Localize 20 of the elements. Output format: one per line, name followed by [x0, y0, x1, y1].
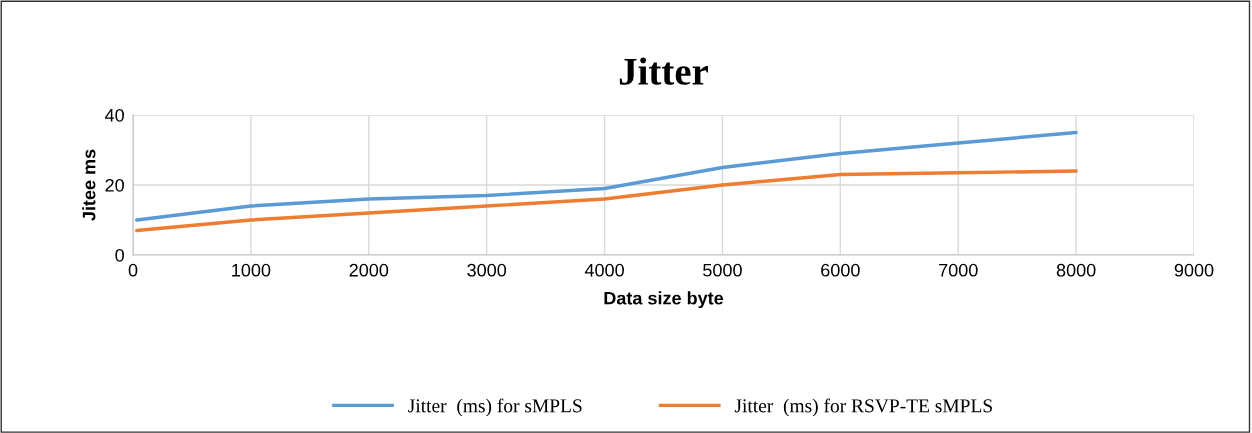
y-tick-label: 40	[105, 108, 124, 122]
y-tick-label: 0	[115, 248, 124, 262]
line-series	[135, 169, 1078, 233]
y-axis-title: Jitee ms	[82, 149, 96, 221]
x-tick-label: 6000	[821, 263, 860, 277]
x-tick-label: 5000	[703, 263, 742, 277]
x-tick-label: 2000	[349, 263, 389, 277]
x-tick-label: 8000	[1056, 263, 1096, 277]
x-tick-label: 3000	[467, 263, 507, 277]
line-series	[135, 130, 1078, 222]
x-tick-label: 9000	[1174, 263, 1214, 277]
legend-label: Jitter (ms) for RSVP-TE sMPLS	[734, 398, 992, 417]
x-tick-label: 4000	[584, 263, 624, 277]
chart-title: Jitter	[619, 57, 708, 85]
x-tick-label: 7000	[939, 263, 978, 277]
y-tick-label: 20	[105, 178, 124, 192]
x-tick-label: 1000	[232, 263, 271, 277]
x-axis-title: Data size byte	[604, 291, 724, 309]
legend-label: Jitter (ms) for sMPLS	[408, 398, 582, 417]
x-tick-label: 0	[128, 263, 138, 277]
